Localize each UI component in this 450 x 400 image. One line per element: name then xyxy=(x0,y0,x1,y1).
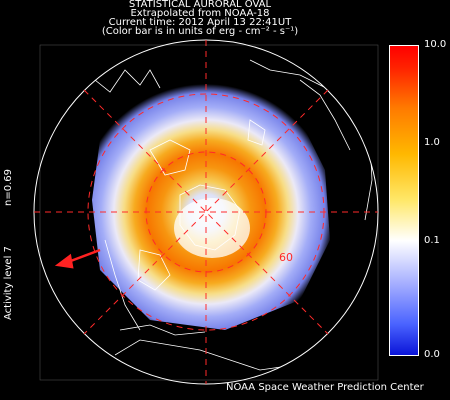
colorbar-tick-1: 1.0 xyxy=(424,137,440,148)
header-time: Current time: 2012 April 13 22:41UT xyxy=(108,17,292,28)
activity-level-label: Activity level 7 xyxy=(3,246,14,320)
header-title: STATISTICAL AURORAL OVAL xyxy=(128,0,272,10)
footer-credit: NOAA Space Weather Prediction Center xyxy=(226,382,424,393)
polar-cap xyxy=(174,198,250,258)
header-units: (Color bar is in units of erg - cm⁻² - s… xyxy=(101,26,299,37)
sun-direction-arrow xyxy=(54,248,101,269)
color-bar xyxy=(389,45,419,356)
latitude-label-60: 60 xyxy=(279,251,293,264)
colorbar-tick-0: 0.0 xyxy=(424,349,440,360)
header: STATISTICAL AURORAL OVAL Extrapolated fr… xyxy=(0,0,400,37)
longitude-grid xyxy=(34,40,378,384)
header-source: Extrapolated from NOAA-18 xyxy=(130,8,270,19)
colorbar-tick-10: 10.0 xyxy=(424,39,447,50)
map-frame xyxy=(39,44,379,381)
n-value-label: n=0.69 xyxy=(3,169,14,206)
colorbar-tick-0-1: 0.1 xyxy=(424,235,440,246)
